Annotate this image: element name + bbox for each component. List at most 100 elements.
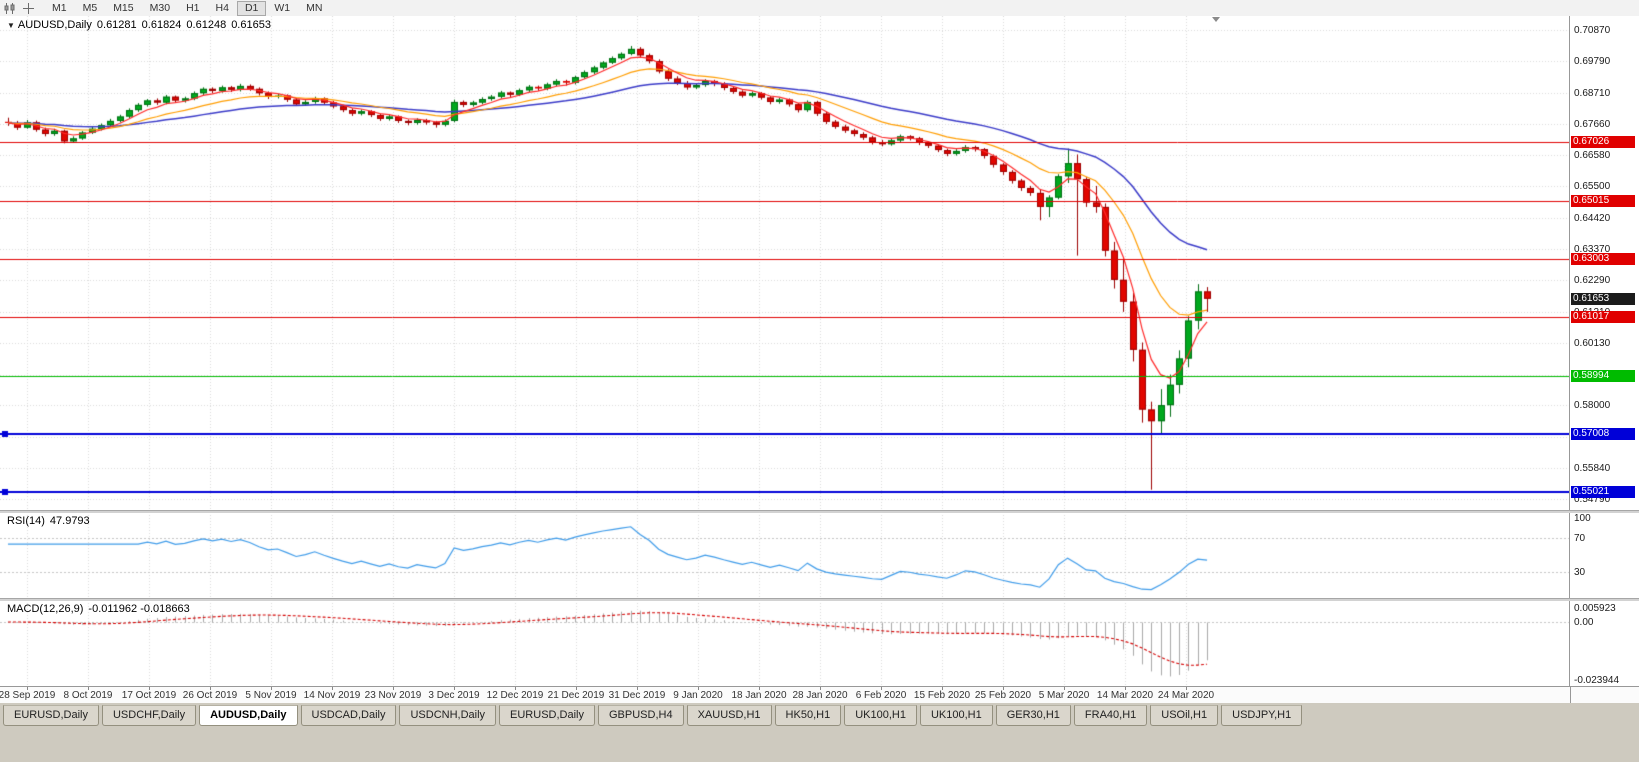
chart-tab-audusd-daily[interactable]: AUDUSD,Daily xyxy=(199,705,298,726)
time-label: 5 Mar 2020 xyxy=(1038,690,1090,701)
rsi-name: RSI(14) xyxy=(7,515,45,527)
time-tick-mark xyxy=(698,687,699,690)
time-label: 26 Oct 2019 xyxy=(182,690,238,701)
time-label: 21 Dec 2019 xyxy=(547,690,605,701)
price-tick-label: 0.60130 xyxy=(1574,338,1611,350)
axis-corner xyxy=(1570,687,1639,703)
time-tick-mark xyxy=(88,687,89,690)
time-label: 14 Mar 2020 xyxy=(1096,690,1154,701)
macd-axis[interactable]: 0.005923 0.00 -0.023944 xyxy=(1569,600,1639,686)
time-tick-mark xyxy=(576,687,577,690)
ohlc-high: 0.61824 xyxy=(141,19,182,31)
time-tick-mark xyxy=(942,687,943,690)
rsi-pane: RSI(14) 47.9793 100 70 30 xyxy=(0,512,1639,598)
price-line-label: 0.65015 xyxy=(1571,194,1635,207)
time-label: 28 Sep 2019 xyxy=(0,690,56,701)
chart-tab-usdchf-daily[interactable]: USDCHF,Daily xyxy=(101,705,197,726)
time-label: 5 Nov 2019 xyxy=(245,690,297,701)
tf-button-m15[interactable]: M15 xyxy=(113,1,134,14)
tf-button-m1[interactable]: M1 xyxy=(52,1,67,14)
chart-tab-eurusd-daily[interactable]: EURUSD,Daily xyxy=(3,705,99,726)
price-tick-label: 0.70870 xyxy=(1574,24,1611,36)
time-label: 14 Nov 2019 xyxy=(303,690,361,701)
chart-tab-usdcad-daily[interactable]: USDCAD,Daily xyxy=(300,705,397,726)
time-label: 3 Dec 2019 xyxy=(428,690,480,701)
chart-tab-gbpusd-h4[interactable]: GBPUSD,H4 xyxy=(598,705,684,726)
timeframe-bar: M1 M5 M15 M30 H1 H4 D1 W1 MN xyxy=(44,0,330,16)
rsi-tick-label: 100 xyxy=(1574,513,1591,524)
chart-tab-uk100-h1[interactable]: UK100,H1 xyxy=(844,705,917,726)
macd-tick-label: 0.00 xyxy=(1574,617,1594,628)
price-chart-canvas[interactable] xyxy=(0,16,1570,510)
price-line-label: 0.63003 xyxy=(1571,253,1635,266)
price-axis[interactable]: 0.70870 0.69790 0.68710 0.67660 0.66580 0.655… xyxy=(1569,16,1639,510)
time-tick-mark xyxy=(27,687,28,690)
time-tick-mark xyxy=(393,687,394,690)
price-tick-label: 0.55840 xyxy=(1574,463,1611,475)
time-label: 28 Jan 2020 xyxy=(792,690,848,701)
time-label: 24 Mar 2020 xyxy=(1157,690,1215,701)
symbol-dropdown-icon[interactable]: ▼ xyxy=(7,21,15,30)
rsi-canvas[interactable] xyxy=(0,512,1570,598)
chart-tab-xauusd-h1[interactable]: XAUUSD,H1 xyxy=(686,705,772,726)
price-tick-label: 0.64420 xyxy=(1574,212,1611,224)
price-tick-label: 0.62290 xyxy=(1574,275,1611,287)
macd-values: -0.011962 -0.018663 xyxy=(88,603,190,615)
chart-symbol-label: AUDUSD,Daily xyxy=(17,19,92,31)
chart-tab-eurusd-daily[interactable]: EURUSD,Daily xyxy=(499,705,595,726)
time-tick-mark xyxy=(454,687,455,690)
chart-tab-ger30-h1[interactable]: GER30,H1 xyxy=(995,705,1071,726)
chart-tab-uk100-h1[interactable]: UK100,H1 xyxy=(919,705,993,726)
tf-button-mn[interactable]: MN xyxy=(306,1,323,14)
time-tick-mark xyxy=(881,687,882,690)
pane-splitter-rsi[interactable] xyxy=(0,510,1639,513)
price-line-label: 0.57008 xyxy=(1571,428,1635,441)
time-label: 17 Oct 2019 xyxy=(121,690,177,701)
time-axis[interactable]: 28 Sep 2019 8 Oct 2019 17 Oct 2019 26 Oct 2… xyxy=(0,686,1639,703)
time-tick-mark xyxy=(149,687,150,690)
price-tick-label: 0.69790 xyxy=(1574,56,1611,68)
macd-canvas[interactable] xyxy=(0,600,1570,686)
rsi-tick-label: 30 xyxy=(1574,567,1586,579)
time-tick-mark xyxy=(637,687,638,690)
time-tick-mark xyxy=(271,687,272,690)
pane-splitter-macd[interactable] xyxy=(0,598,1639,601)
price-line-label: 0.58994 xyxy=(1571,370,1635,383)
ohlc-open: 0.61281 xyxy=(96,19,137,31)
time-label: 12 Dec 2019 xyxy=(486,690,544,701)
time-label: 8 Oct 2019 xyxy=(63,690,113,701)
chart-tab-hk50-h1[interactable]: HK50,H1 xyxy=(774,705,842,726)
macd-pane: MACD(12,26,9) -0.011962 -0.018663 0.00592… xyxy=(0,600,1639,686)
chart-tab-usoil-h1[interactable]: USOil,H1 xyxy=(1150,705,1219,726)
time-label: 18 Jan 2020 xyxy=(731,690,787,701)
time-label: 15 Feb 2020 xyxy=(913,690,971,701)
time-label: 25 Feb 2020 xyxy=(974,690,1032,701)
time-label: 23 Nov 2019 xyxy=(364,690,422,701)
tf-button-m5[interactable]: M5 xyxy=(82,1,98,14)
charts-icon[interactable] xyxy=(2,1,18,15)
price-line-label: 0.67026 xyxy=(1571,136,1635,148)
price-tick-label: 0.54790 xyxy=(1574,493,1611,505)
rsi-axis[interactable]: 100 70 30 xyxy=(1569,512,1639,598)
chart-tab-usdcnh-daily[interactable]: USDCNH,Daily xyxy=(399,705,497,726)
tf-button-w1[interactable]: W1 xyxy=(274,1,291,14)
tf-button-h4[interactable]: H4 xyxy=(215,1,229,14)
crosshair-icon[interactable] xyxy=(20,1,36,15)
chart-tab-usdjpy-h1[interactable]: USDJPY,H1 xyxy=(1221,705,1303,726)
chart-shift-marker[interactable] xyxy=(1212,17,1220,22)
price-tick-label: 0.58000 xyxy=(1574,400,1611,412)
time-tick-mark xyxy=(1064,687,1065,690)
macd-name: MACD(12,26,9) xyxy=(7,603,84,615)
time-tick-mark xyxy=(332,687,333,690)
tf-button-m30[interactable]: M30 xyxy=(149,1,171,14)
tf-button-d1[interactable]: D1 xyxy=(236,0,267,16)
time-tick-mark xyxy=(1003,687,1004,690)
current-price-label: 0.61653 xyxy=(1571,292,1635,305)
time-tick-mark xyxy=(759,687,760,690)
price-line-label: 0.61017 xyxy=(1571,311,1635,324)
tf-button-h1[interactable]: H1 xyxy=(186,1,200,14)
chart-tab-bar: EURUSD,Daily USDCHF,Daily AUDUSD,Daily USDC… xyxy=(0,702,1639,762)
chart-toolbar: M1 M5 M15 M30 H1 H4 D1 W1 MN xyxy=(0,0,1639,17)
chart-tab-fra40-h1[interactable]: FRA40,H1 xyxy=(1073,705,1148,726)
ohlc-low: 0.61248 xyxy=(186,19,227,31)
